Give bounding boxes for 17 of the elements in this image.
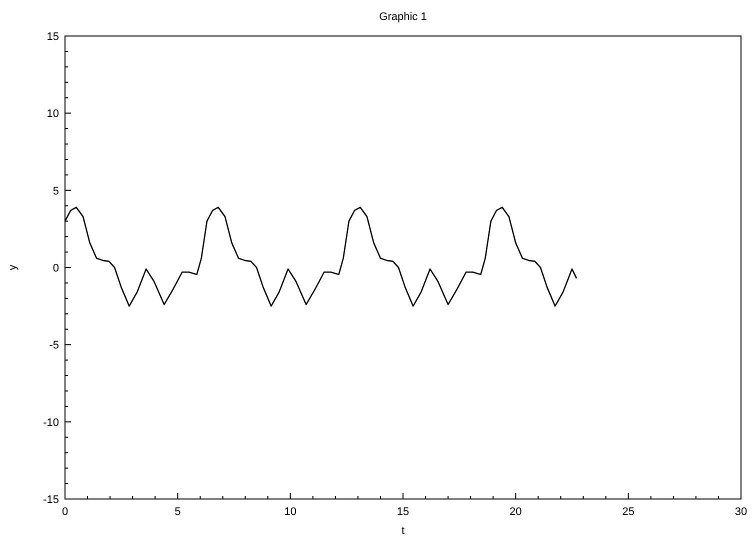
y-tick-label: 5 bbox=[52, 185, 59, 198]
x-axis-title: t bbox=[401, 525, 405, 537]
y-axis-title: y bbox=[7, 264, 19, 270]
chart-title: Graphic 1 bbox=[379, 11, 427, 23]
x-tick-label: 20 bbox=[510, 506, 522, 518]
x-tick-label: 10 bbox=[284, 506, 296, 518]
x-tick-label: 25 bbox=[622, 506, 634, 518]
x-tick-label: 30 bbox=[734, 506, 748, 518]
y-tick-label: -10 bbox=[43, 416, 59, 429]
x-tick-label: 5 bbox=[174, 506, 181, 518]
x-tick-label: 0 bbox=[62, 506, 68, 518]
y-tick-label: -15 bbox=[43, 494, 59, 506]
y-tick-label: 10 bbox=[46, 108, 59, 120]
x-tick-label: 15 bbox=[396, 506, 410, 518]
y-tick-label: -5 bbox=[49, 340, 59, 352]
y-tick-label: 15 bbox=[46, 31, 59, 43]
y-tick-label: 0 bbox=[52, 262, 59, 274]
